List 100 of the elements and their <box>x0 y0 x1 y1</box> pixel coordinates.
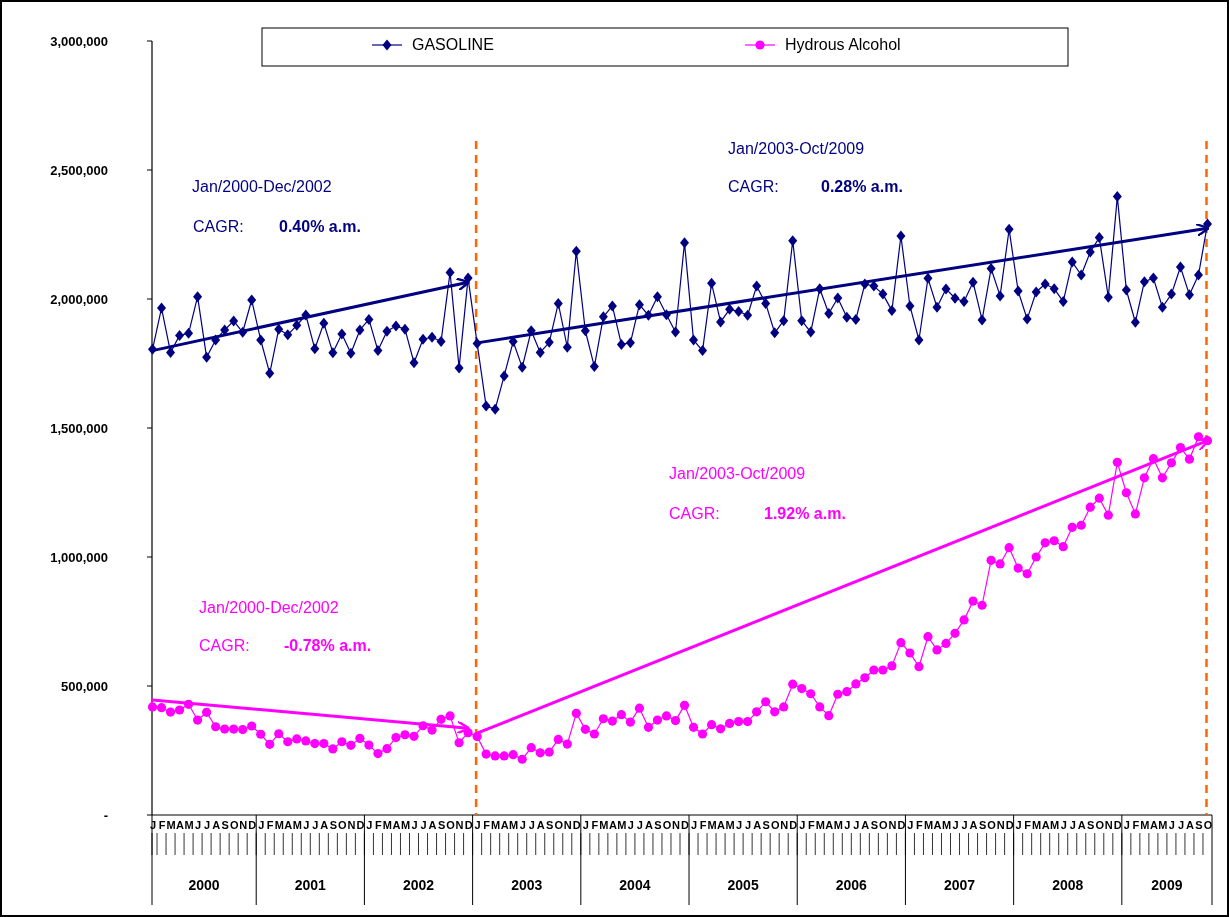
x-tick-label: A <box>428 819 437 831</box>
x-tick-label: J <box>690 819 697 831</box>
x-tick-label: M <box>707 819 717 831</box>
x-tick-label: S <box>546 819 554 831</box>
x-tick-label: M <box>292 819 302 831</box>
x-tick-label: D <box>464 819 473 831</box>
x-tick-label: O <box>446 819 456 831</box>
x-tick-label: A <box>392 819 401 831</box>
x-tick-label: A <box>1149 819 1158 831</box>
x-tick-label: J <box>961 819 968 831</box>
x-tick-label: A <box>717 819 726 831</box>
x-tick-label: M <box>166 819 176 831</box>
x-tick-label: M <box>1050 819 1060 831</box>
x-tick-label: J <box>204 819 211 831</box>
x-tick-label: D <box>356 819 365 831</box>
annotation: Jan/2000-Dec/2002 <box>192 177 332 195</box>
x-tick-label: J <box>907 819 914 831</box>
x-tick-label: M <box>274 819 284 831</box>
annotation: Jan/2003-Oct/2009 <box>669 464 806 482</box>
x-tick-label: A <box>753 819 762 831</box>
x-tick-label: J <box>952 819 959 831</box>
x-tick-label: J <box>1015 819 1022 831</box>
annotation: 1.92% a.m. <box>764 504 846 522</box>
x-tick-label: N <box>996 819 1005 831</box>
x-tick-label: S <box>1195 819 1203 831</box>
x-tick-label: S <box>329 819 337 831</box>
x-tick-label: S <box>762 819 770 831</box>
x-tick-label: A <box>320 819 329 831</box>
x-tick-label: A <box>608 819 617 831</box>
x-tick-label: J <box>195 819 202 831</box>
x-tick-label: J <box>1060 819 1067 831</box>
x-tick-label: O <box>338 819 348 831</box>
x-tick-label: F <box>483 819 491 831</box>
y-tick-label: 1,000,000 <box>50 549 108 565</box>
x-tick-label: D <box>897 819 906 831</box>
x-tick-label: F <box>807 819 815 831</box>
x-tick-label: O <box>770 819 780 831</box>
x-tick-label: F <box>699 819 707 831</box>
x-tick-label: A <box>969 819 978 831</box>
x-tick-label: D <box>1113 819 1122 831</box>
x-tick-label: S <box>221 819 229 831</box>
x-tick-label: M <box>1158 819 1168 831</box>
x-tick-label: O <box>987 819 997 831</box>
x-tick-label: O <box>662 819 672 831</box>
x-tick-label: J <box>258 819 265 831</box>
x-tick-label: F <box>591 819 599 831</box>
x-tick-label: A <box>825 819 834 831</box>
x-tick-label: N <box>239 819 248 831</box>
legend-label: Hydrous Alcohol <box>785 35 901 53</box>
text: 2003 <box>511 877 543 893</box>
x-tick-label: M <box>491 819 501 831</box>
x-tick-label: D <box>248 819 257 831</box>
text: 2009 <box>1151 877 1183 893</box>
x-tick-label: M <box>382 819 392 831</box>
x-tick-label: F <box>375 819 383 831</box>
x-tick-label: M <box>184 819 194 831</box>
x-tick-label: F <box>158 819 166 831</box>
x-tick-label: F <box>266 819 274 831</box>
x-tick-label: S <box>870 819 878 831</box>
annotation: CAGR: <box>193 217 244 235</box>
x-tick-label: O <box>1203 819 1213 831</box>
x-tick-label: J <box>745 819 752 831</box>
x-tick-label: O <box>879 819 889 831</box>
x-tick-label: N <box>888 819 897 831</box>
x-tick-label: J <box>528 819 535 831</box>
text: 2004 <box>619 877 651 893</box>
text: 2001 <box>294 877 327 893</box>
x-tick-label: J <box>853 819 860 831</box>
x-tick-label: J <box>149 819 156 831</box>
x-tick-label: A <box>1185 819 1194 831</box>
x-tick-label: N <box>780 819 789 831</box>
x-tick-label: A <box>1077 819 1086 831</box>
text: 2007 <box>943 877 976 893</box>
x-tick-label: M <box>400 819 410 831</box>
x-tick-label: N <box>563 819 572 831</box>
y-tick-label: 2,000,000 <box>50 291 108 307</box>
x-tick-label: O <box>229 819 239 831</box>
y-tick-label: 2,500,000 <box>50 162 108 178</box>
x-tick-label: J <box>474 819 481 831</box>
x-tick-label: J <box>519 819 526 831</box>
legend-label: GASOLINE <box>412 35 494 53</box>
x-tick-label: M <box>599 819 609 831</box>
x-tick-label: N <box>1104 819 1113 831</box>
text: 2006 <box>835 877 868 893</box>
x-tick-label: A <box>644 819 653 831</box>
annotation: CAGR: <box>728 177 779 195</box>
annotation: CAGR: <box>669 504 720 522</box>
x-tick-label: D <box>1005 819 1014 831</box>
x-tick-label: S <box>978 819 986 831</box>
x-tick-label: N <box>347 819 356 831</box>
x-tick-label: J <box>1069 819 1076 831</box>
x-tick-label: J <box>312 819 319 831</box>
x-tick-label: J <box>627 819 634 831</box>
x-tick-label: O <box>554 819 564 831</box>
y-tick-label: - <box>103 807 108 823</box>
x-tick-label: A <box>536 819 545 831</box>
x-tick-label: M <box>833 819 843 831</box>
x-tick-label: J <box>303 819 310 831</box>
annotation: Jan/2000-Dec/2002 <box>199 598 339 616</box>
text: 2000 <box>188 877 220 893</box>
